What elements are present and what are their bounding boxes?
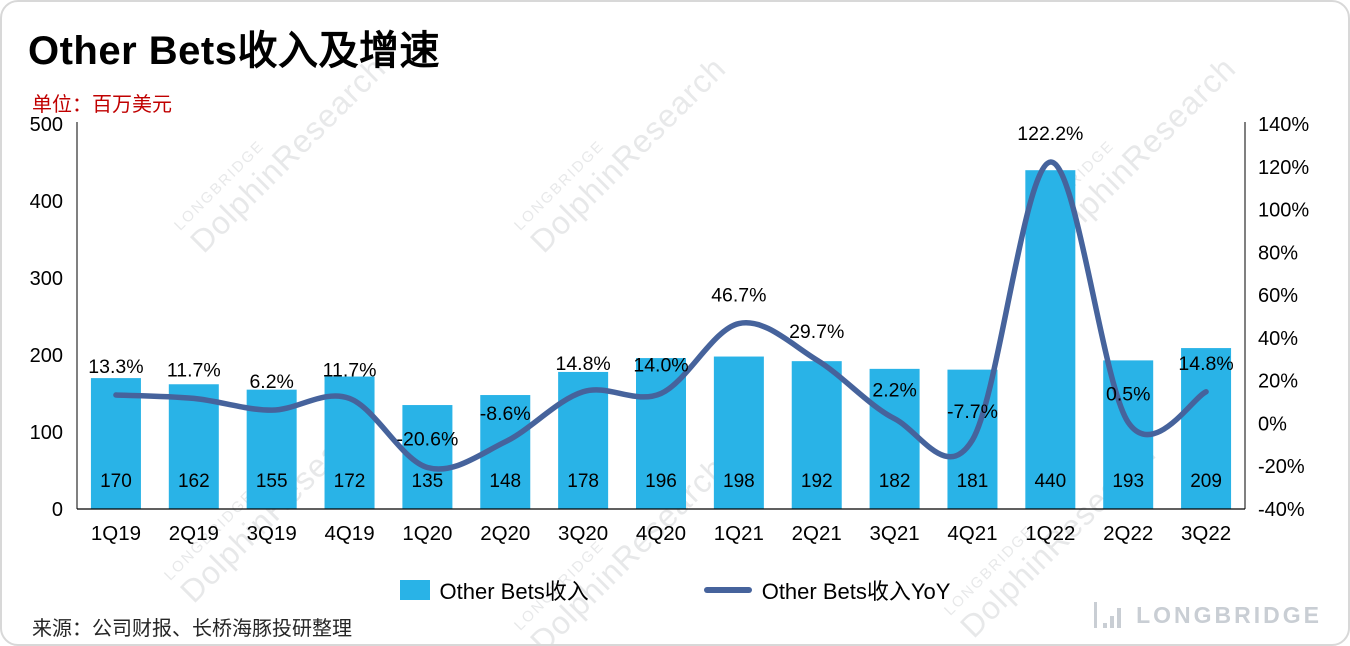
bar-value-label: 209 (1190, 471, 1222, 492)
bar-value-label: 440 (1034, 471, 1066, 492)
revenue-bar (558, 371, 609, 509)
line-swatch-icon (703, 587, 752, 593)
bar-value-label: 192 (801, 471, 833, 492)
left-axis-tick-label: 100 (30, 422, 63, 444)
left-axis-tick-label: 500 (30, 114, 63, 136)
bar-value-label: 193 (1112, 471, 1144, 492)
revenue-bar (168, 384, 219, 509)
category-label: 1Q20 (402, 522, 452, 545)
bar-value-label: 178 (567, 471, 599, 492)
category-label: 1Q19 (91, 522, 141, 545)
category-label: 2Q20 (480, 522, 530, 545)
bar-value-label: 196 (645, 471, 677, 492)
category-label: 4Q19 (324, 522, 374, 545)
yoy-value-label: -7.7% (947, 401, 998, 423)
yoy-value-label: 11.7% (323, 359, 377, 381)
yoy-value-label: 13.3% (88, 356, 143, 378)
yoy-value-label: 2.2% (872, 380, 916, 402)
yoy-value-label: 46.7% (711, 285, 766, 307)
yoy-value-label: -20.6% (397, 429, 459, 451)
category-label: 3Q20 (558, 522, 608, 545)
bar-value-label: 181 (957, 471, 989, 492)
yoy-line (113, 159, 1209, 472)
right-axis-tick-label: 100% (1258, 200, 1309, 222)
bar-value-label: 170 (100, 471, 132, 492)
revenue-bar (791, 361, 842, 509)
bar-swatch-icon (399, 580, 430, 600)
source-note: 来源：公司财报、长桥海豚投研整理 (32, 618, 352, 640)
yoy-value-label: 29.7% (789, 321, 844, 343)
yoy-value-label: 14.8% (555, 353, 610, 375)
right-axis-tick-label: -20% (1258, 456, 1305, 478)
left-axis-tick-label: 200 (30, 345, 63, 367)
yoy-value-label: 14.8% (1178, 353, 1233, 375)
revenue-bar (713, 356, 764, 509)
legend-item-yoy: Other Bets收入YoY (703, 574, 951, 606)
logo-text: LONGBRIDGE (1136, 601, 1322, 628)
yoy-value-label: 0.5% (1106, 383, 1150, 405)
bar-value-label: 148 (489, 471, 521, 492)
legend-label-yoy: Other Bets收入YoY (761, 579, 951, 604)
bar-value-label: 182 (879, 471, 911, 492)
right-axis-tick-label: -40% (1258, 499, 1305, 521)
right-axis-tick-label: 120% (1258, 157, 1309, 179)
legend: Other Bets收入 Other Bets收入YoY (2, 574, 1348, 606)
category-label: 2Q19 (169, 522, 219, 545)
category-label: 2Q22 (1103, 522, 1153, 545)
category-label: 4Q21 (947, 522, 997, 545)
right-axis-tick-label: 40% (1258, 328, 1298, 350)
left-axis-tick-label: 0 (52, 499, 63, 521)
longbridge-logo: LONGBRIDGE (1094, 600, 1322, 630)
right-axis-tick-label: 20% (1258, 371, 1298, 393)
yoy-value-label: 122.2% (1017, 123, 1083, 145)
bar-value-label: 172 (334, 471, 366, 492)
left-axis-tick-label: 300 (30, 268, 63, 290)
chart-canvas: 170 162 155 172 135 148 178 196 198 192 182 181 440 1… (30, 114, 1310, 545)
left-axis-tick-label: 400 (30, 191, 63, 213)
bar-value-label: 162 (178, 471, 210, 492)
yoy-value-label: -8.6% (480, 403, 531, 425)
revenue-bar (869, 368, 920, 509)
revenue-bar (90, 378, 141, 509)
right-axis-tick-label: 80% (1258, 242, 1298, 264)
category-label: 1Q22 (1025, 522, 1075, 545)
revenue-bar (1025, 170, 1076, 509)
category-label: 1Q21 (714, 522, 764, 545)
category-label: 3Q21 (870, 522, 920, 545)
bar-value-label: 155 (256, 471, 288, 492)
revenue-bar (1181, 348, 1232, 509)
category-label: 3Q19 (247, 522, 297, 545)
yoy-value-label: 6.2% (249, 371, 293, 393)
right-axis-tick-label: 0% (1258, 413, 1287, 435)
right-axis-tick-label: 140% (1258, 114, 1309, 136)
chart-title: Other Bets收入及增速 (28, 29, 440, 73)
bar-value-label: 198 (723, 471, 755, 492)
unit-label: 单位：百万美元 (32, 94, 172, 116)
legend-item-revenue: Other Bets收入 (399, 574, 589, 606)
chart-area: 170 162 155 172 135 148 178 196 198 192 182 181 440 1… (2, 108, 1348, 568)
right-axis-tick-label: 60% (1258, 285, 1298, 307)
category-label: 2Q21 (792, 522, 842, 545)
category-label: 3Q22 (1181, 522, 1231, 545)
legend-label-revenue: Other Bets收入 (439, 579, 589, 604)
bar-value-label: 135 (412, 471, 444, 492)
yoy-value-label: 11.7% (167, 359, 221, 381)
logo-bars-icon (1094, 602, 1122, 628)
yoy-value-label: 14.0% (633, 355, 688, 377)
category-label: 4Q20 (636, 522, 686, 545)
